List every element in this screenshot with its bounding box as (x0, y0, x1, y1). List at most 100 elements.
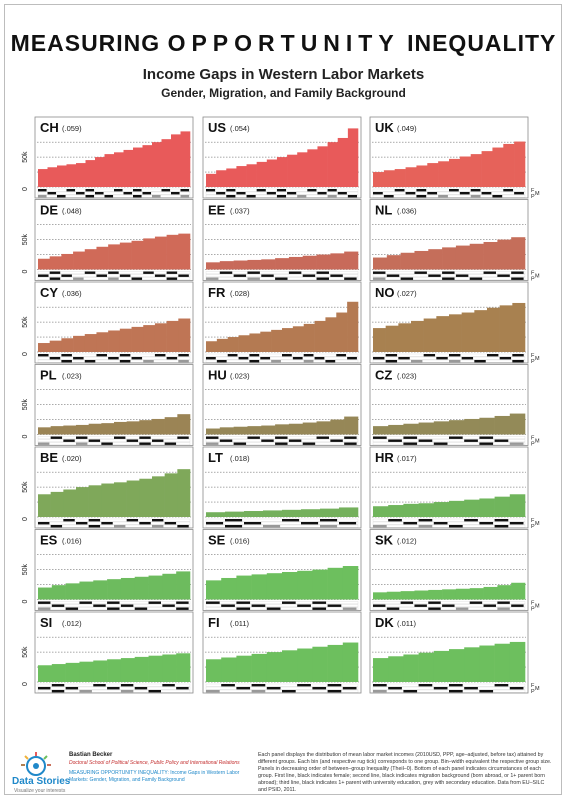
income-bar (388, 424, 404, 435)
circumstance-tick (38, 687, 51, 690)
panel-country-label: HU (208, 368, 227, 383)
circumstance-tick (119, 354, 131, 357)
income-bar (63, 425, 77, 435)
income-bar (164, 417, 178, 435)
circumstance-row-label: F (531, 271, 535, 277)
circumstance-tick (461, 357, 474, 360)
income-bar (219, 261, 234, 270)
circumstance-strip (37, 689, 191, 693)
circumstance-tick (57, 195, 66, 198)
income-bar (302, 422, 317, 435)
income-bar (176, 571, 191, 600)
income-bar (161, 139, 172, 187)
circumstance-strip (37, 518, 191, 522)
income-bar (93, 660, 108, 682)
income-bar (236, 655, 252, 682)
circumstance-tick (403, 522, 418, 525)
income-bar (38, 427, 51, 435)
circumstance-tick (373, 684, 387, 687)
circumstance-strip (37, 439, 191, 443)
circumstance-tick (164, 442, 177, 445)
circumstance-tick (47, 192, 57, 195)
circumstance-tick (511, 271, 524, 274)
income-bar (414, 250, 429, 270)
income-bar (65, 583, 80, 600)
income-bar (292, 326, 305, 352)
circumstance-tick (433, 442, 448, 445)
circumstance-tick (154, 354, 166, 357)
circumstance-tick (385, 354, 398, 357)
circumstance-row-label: F (531, 683, 535, 689)
circumstance-tick (148, 690, 161, 693)
circumstance-tick (302, 442, 316, 445)
income-bar (247, 259, 262, 270)
circumstance-tick (178, 360, 189, 363)
income-bar (261, 259, 276, 270)
circumstance-tick (49, 357, 61, 360)
income-bar (266, 652, 283, 682)
title-word-measuring: MEASURING (10, 30, 161, 56)
income-bar (85, 160, 96, 187)
circumstance-tick (152, 439, 164, 442)
panel-theil-value: (.016) (62, 537, 82, 546)
income-bar (282, 328, 294, 352)
circumstance-tick (249, 354, 260, 357)
income-bar (139, 420, 153, 435)
panel-theil-value: (.059) (62, 124, 82, 133)
income-bar (131, 326, 144, 352)
circumstance-tick (276, 195, 287, 198)
income-bar (101, 483, 115, 517)
circumstance-tick (101, 522, 113, 525)
income-bar (131, 240, 144, 270)
income-bar (251, 574, 268, 600)
circumstance-tick (206, 357, 216, 360)
circumstance-tick (509, 442, 524, 445)
circumstance-tick (79, 690, 92, 693)
panel-theil-value: (.028) (230, 289, 250, 298)
circumstance-tick (433, 687, 448, 690)
income-bar (244, 511, 264, 517)
income-bar (403, 654, 419, 682)
income-bar (119, 242, 132, 270)
income-bar (433, 650, 450, 682)
circumstance-tick (287, 192, 297, 195)
income-bar (509, 494, 526, 517)
circumstance-tick (479, 690, 494, 693)
panel-theil-value: (.036) (62, 289, 82, 298)
circumstance-tick (88, 519, 101, 522)
circumstance-tick (282, 354, 292, 357)
income-bar (95, 157, 105, 187)
circumstance-tick (336, 354, 347, 357)
circumstance-tick (282, 601, 296, 604)
circumstance-tick (120, 684, 134, 687)
income-bar (474, 310, 488, 352)
circumstance-tick (139, 442, 151, 445)
panel-country-label: CZ (375, 368, 392, 383)
panel-theil-value: (.023) (230, 372, 250, 381)
y-tick-label: 0 (22, 187, 29, 191)
circumstance-tick (180, 189, 190, 192)
income-bar (246, 164, 257, 187)
circumstance-tick (303, 360, 314, 363)
income-bar (260, 331, 272, 352)
circumstance-tick (38, 522, 50, 525)
circumstance-tick (236, 687, 251, 690)
income-bar (114, 482, 127, 517)
circumstance-tick (148, 601, 161, 604)
income-bar (327, 142, 339, 187)
circumstance-tick (178, 274, 189, 277)
circumstance-tick (206, 690, 220, 693)
income-bar (233, 426, 248, 435)
panel-theil-value: (.017) (397, 454, 417, 463)
income-bar (50, 491, 64, 517)
panel-country-label: EE (208, 203, 226, 218)
circumstance-row-label: M (535, 604, 540, 610)
circumstance-tick (143, 360, 154, 363)
circumstance-tick (330, 439, 343, 442)
circumstance-tick (96, 274, 107, 277)
income-bar (301, 509, 321, 517)
circumstance-tick (418, 439, 433, 442)
circumstance-tick (84, 271, 96, 274)
circumstance-tick (275, 277, 288, 280)
